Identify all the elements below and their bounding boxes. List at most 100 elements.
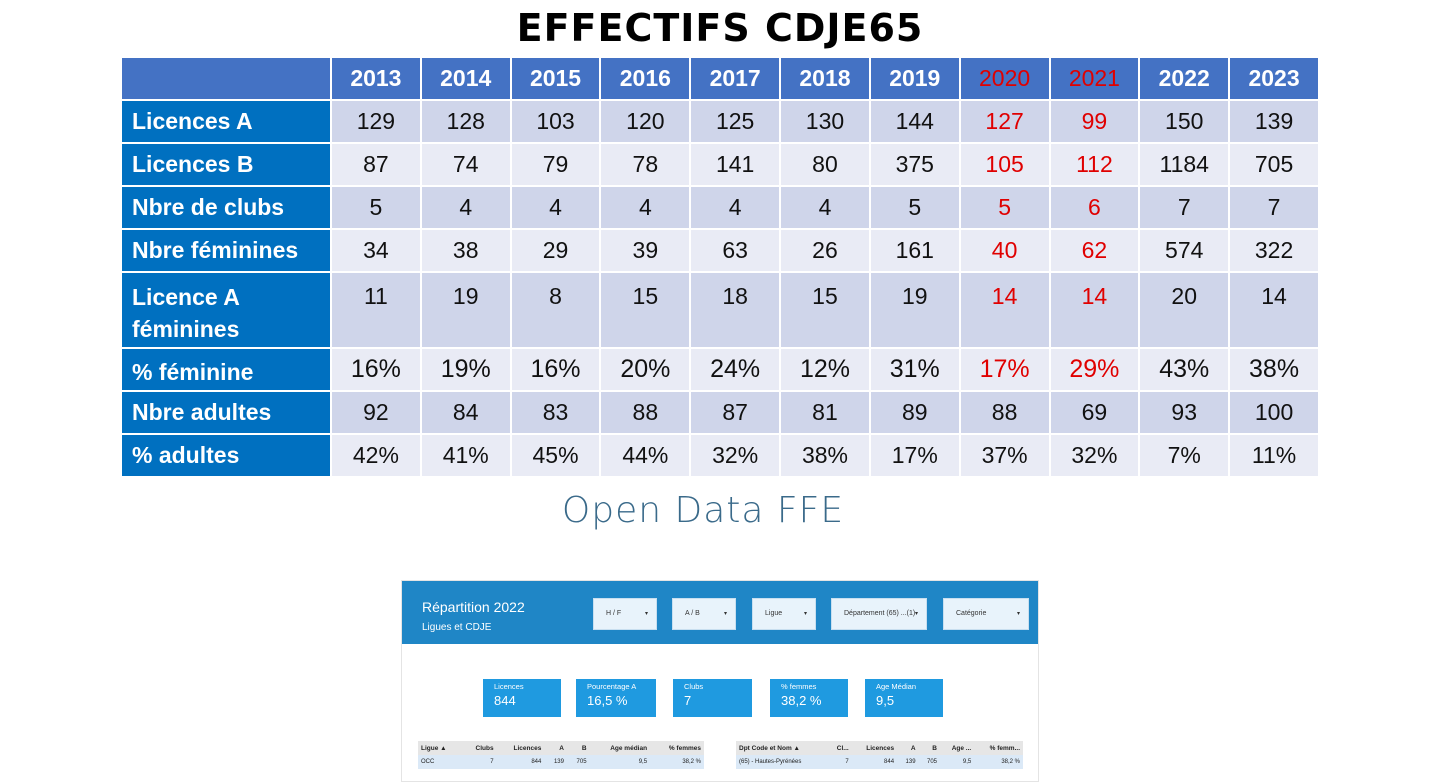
departement-table: Dpt Code et Nom ▲ Cl... Licences A B Age ...%…	[736, 741, 1023, 769]
table-cell: 322	[1230, 230, 1320, 273]
kpi-label: Pourcentage A	[587, 682, 637, 691]
table-cell: 38	[421, 230, 512, 273]
table-cell: 81	[781, 392, 871, 435]
table-cell: 844	[851, 755, 898, 769]
column-header[interactable]: B	[566, 741, 590, 755]
table-cell: 112	[1050, 144, 1141, 187]
year-header-2018: 2018	[781, 58, 871, 101]
column-header[interactable]: Licences	[851, 741, 898, 755]
table-cell: 4	[511, 187, 602, 230]
table-cell: 38,2 %	[974, 755, 1023, 769]
table-cell: 19%	[421, 349, 512, 392]
table-row: Nbre adultes 92 84 83 88 87 81 89 88 69 93 100	[122, 392, 1320, 435]
table-cell: 141	[691, 144, 782, 187]
table-cell: 705	[1230, 144, 1320, 187]
table-cell: 83	[511, 392, 602, 435]
filter-ligue[interactable]: Ligue ▾	[752, 598, 816, 630]
open-data-dashboard-screenshot: Répartition 2022 Ligues et CDJE H / F ▾ A…	[401, 580, 1039, 782]
column-header[interactable]: Licences	[496, 741, 545, 755]
row-label: Nbre adultes	[122, 392, 332, 435]
filter-gender[interactable]: H / F ▾	[593, 598, 657, 630]
column-header[interactable]: Age médian	[589, 741, 651, 755]
table-cell: 8	[511, 273, 602, 349]
table-cell: 37%	[960, 435, 1051, 478]
table-cell: 88	[601, 392, 692, 435]
row-label: Licences B	[122, 144, 332, 187]
column-header[interactable]: % femmes	[650, 741, 704, 755]
table-cell: 38,2 %	[650, 755, 704, 769]
table-cell: 20	[1140, 273, 1231, 349]
table-cell: 7	[462, 755, 497, 769]
kpi-pourcentage-a: Pourcentage A 16,5 %	[576, 679, 656, 717]
table-cell: 99	[1050, 101, 1141, 144]
column-header[interactable]: Ligue ▲	[418, 741, 463, 755]
caret-down-icon: ▾	[1016, 611, 1020, 617]
table-cell: 4	[691, 187, 782, 230]
kpi-value: 38,2 %	[781, 693, 822, 708]
row-label: Licences A	[122, 101, 332, 144]
kpi-label: % femmes	[781, 682, 817, 691]
table-cell: 80	[781, 144, 871, 187]
table-cell: 7%	[1140, 435, 1231, 478]
caret-down-icon: ▾	[803, 611, 807, 617]
column-header[interactable]: A	[897, 741, 919, 755]
table-cell: 40	[960, 230, 1051, 273]
kpi-label: Clubs	[684, 682, 704, 691]
column-header[interactable]: % femm...	[974, 741, 1023, 755]
table-cell: 92	[332, 392, 422, 435]
corner-cell	[122, 58, 332, 101]
table-cell: 7	[1230, 187, 1320, 230]
filter-label: A / B	[685, 610, 700, 617]
table-cell: 16%	[332, 349, 422, 392]
table-row[interactable]: (65) - Hautes-Pyrénées 7 844 139 705 9,5 38,2 …	[736, 755, 1023, 769]
table-cell: 29	[511, 230, 602, 273]
table-cell: 17%	[960, 349, 1051, 392]
table-cell: 161	[870, 230, 961, 273]
table-cell: 9,5	[940, 755, 975, 769]
column-header[interactable]: B	[918, 741, 940, 755]
filter-license-type[interactable]: A / B ▾	[672, 598, 736, 630]
year-header-2014: 2014	[421, 58, 512, 101]
table-header-row: Dpt Code et Nom ▲ Cl... Licences A B Age ...%…	[736, 741, 1023, 755]
kpi-age-median: Age Médian 9,5	[865, 679, 943, 717]
row-label: % adultes	[122, 435, 332, 478]
filter-categorie[interactable]: Catégorie ▾	[943, 598, 1029, 630]
column-header[interactable]: Cl...	[827, 741, 852, 755]
table-cell: 5	[332, 187, 422, 230]
table-row[interactable]: OCC 7 844 139 705 9,5 38,2 %	[418, 755, 704, 769]
column-header[interactable]: A	[544, 741, 567, 755]
column-header[interactable]: Age ...	[940, 741, 975, 755]
table-row: Licences B 87 74 79 78 141 80 375 105 112 1184 705	[122, 144, 1320, 187]
filter-label: Ligue	[765, 610, 783, 617]
table-cell: 19	[870, 273, 961, 349]
table-cell: 62	[1050, 230, 1141, 273]
table-cell: 34	[332, 230, 422, 273]
table-cell: 29%	[1050, 349, 1141, 392]
table-cell: 89	[870, 392, 961, 435]
filter-departement[interactable]: Département (65) ...(1) ▾	[831, 598, 927, 630]
table-cell: 12%	[781, 349, 871, 392]
table-cell: 31%	[870, 349, 961, 392]
table-cell: 150	[1140, 101, 1231, 144]
kpi-label: Age Médian	[876, 682, 917, 691]
table-cell: 84	[421, 392, 512, 435]
table-cell: 39	[601, 230, 692, 273]
table-cell: 139	[897, 755, 919, 769]
year-header-2022: 2022	[1140, 58, 1231, 101]
table-cell: 705	[918, 755, 940, 769]
table-cell: 26	[781, 230, 871, 273]
table-cell: 41%	[421, 435, 512, 478]
table-cell: 19	[421, 273, 512, 349]
table-cell: 127	[960, 101, 1051, 144]
page-title: EFFECTIFS CDJE65	[516, 6, 924, 50]
column-header[interactable]: Dpt Code et Nom ▲	[736, 741, 828, 755]
table-cell: 16%	[511, 349, 602, 392]
table-cell: 17%	[870, 435, 961, 478]
source-caption: Open Data FFE	[561, 490, 845, 531]
kpi-value: 9,5	[876, 693, 895, 708]
table-cell: 7	[827, 755, 852, 769]
column-header[interactable]: Clubs	[462, 741, 497, 755]
year-header-2020: 2020	[960, 58, 1051, 101]
table-row: % féminine 16% 19% 16% 20% 24% 12% 31% 17% 29% 43%…	[122, 349, 1320, 392]
year-header-2017: 2017	[691, 58, 782, 101]
